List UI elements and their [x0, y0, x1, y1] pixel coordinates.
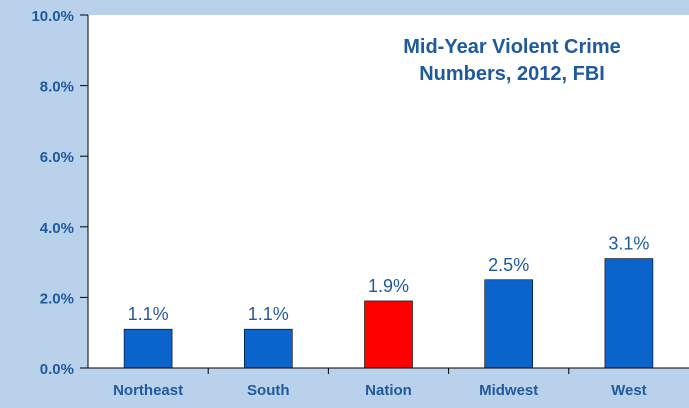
- bar-value-label: 1.1%: [128, 304, 169, 324]
- bar-value-label: 1.1%: [248, 304, 289, 324]
- bar-northeast: [124, 329, 172, 368]
- bar-value-label: 1.9%: [368, 276, 409, 296]
- x-tick-label: West: [611, 382, 647, 399]
- x-tick-label: South: [247, 382, 290, 399]
- x-tick-label: Midwest: [479, 382, 538, 399]
- x-tick-label: Northeast: [113, 382, 183, 399]
- bar-nation: [365, 301, 413, 368]
- chart-title-line-1: Mid-Year Violent Crime: [403, 36, 620, 58]
- y-tick-label: 2.0%: [40, 290, 74, 307]
- bar-south: [244, 329, 292, 368]
- x-tick-label: Nation: [365, 382, 412, 399]
- y-tick-label: 8.0%: [40, 79, 74, 96]
- y-tick-label: 0.0%: [40, 361, 74, 378]
- bar-value-label: 2.5%: [488, 255, 529, 275]
- y-tick-label: 10.0%: [31, 8, 74, 25]
- y-tick-label: 4.0%: [40, 220, 74, 237]
- y-tick-label: 6.0%: [40, 149, 74, 166]
- chart-title-line-2: Numbers, 2012, FBI: [419, 63, 605, 85]
- bar-midwest: [485, 280, 533, 368]
- bar-value-label: 3.1%: [608, 234, 649, 254]
- bar-west: [605, 259, 653, 368]
